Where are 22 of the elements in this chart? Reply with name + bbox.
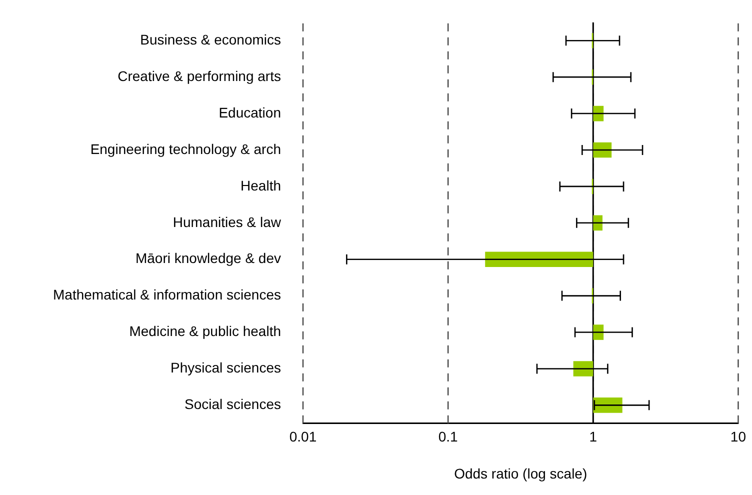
y-tick-label: Business & economics <box>140 31 281 48</box>
y-tick-label: Humanities & law <box>172 214 282 230</box>
bar <box>593 142 612 158</box>
bar <box>573 361 594 376</box>
bar <box>593 215 602 231</box>
y-tick-label: Health <box>240 177 281 194</box>
y-tick-label: Creative & performing arts <box>118 68 281 84</box>
x-axis-title: Odds ratio (log scale) <box>454 465 588 482</box>
bar <box>593 106 604 122</box>
x-tick-label: 10 <box>730 428 746 445</box>
x-tick-label: 1 <box>589 428 598 445</box>
x-tick-label: 0.01 <box>289 428 317 445</box>
y-tick-label: Physical sciences <box>170 360 281 376</box>
y-tick-label: Medicine & public health <box>129 323 281 340</box>
y-tick-label: Social sciences <box>184 396 281 412</box>
y-tick-label: Māori knowledge & dev <box>135 250 281 266</box>
y-tick-label: Engineering technology & arch <box>90 140 281 157</box>
y-tick-label: Mathematical & information sciences <box>53 286 281 303</box>
bar <box>593 324 604 340</box>
y-tick-label: Education <box>218 104 281 120</box>
bar <box>485 252 594 268</box>
x-tick-label: 0.1 <box>438 428 458 445</box>
